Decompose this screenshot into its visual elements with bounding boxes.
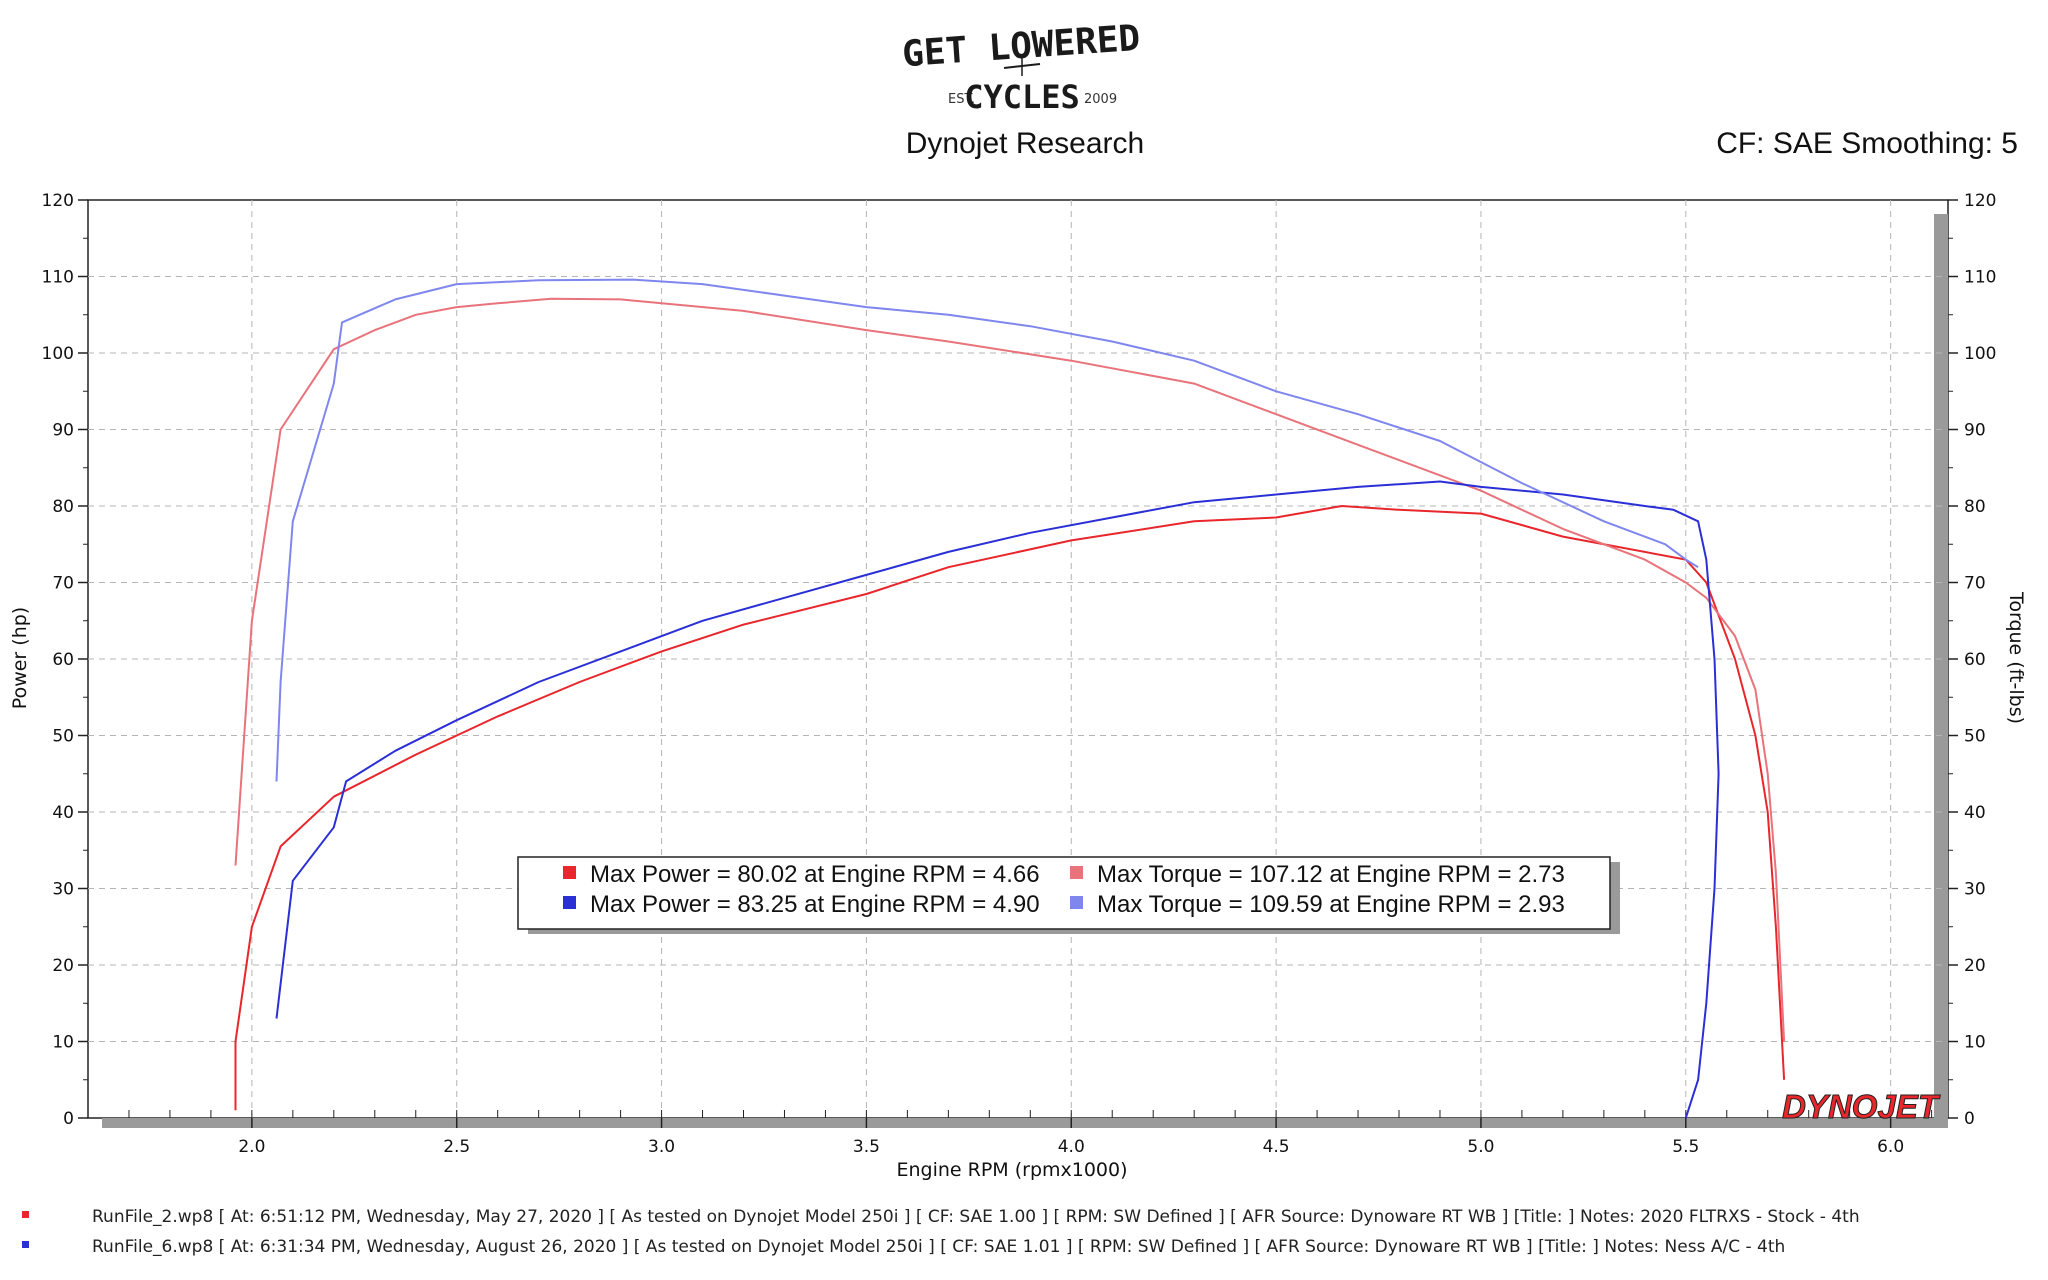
series-line-0 [234,505,1786,1111]
legend-run1-power: Max Power = 80.02 at Engine RPM = 4.66 [590,861,1040,888]
y-tick-label: 120 [42,191,74,211]
x-tick-label: 6.0 [1877,1137,1904,1157]
y2-tick-label: 20 [1964,956,1986,976]
x-tick-label: 5.0 [1467,1137,1494,1157]
logo-est: EST. [948,92,975,107]
y-tick-label: 60 [52,650,74,670]
x-tick-label: 4.0 [1058,1137,1085,1157]
brand-title: Dynojet Research [906,127,1144,160]
plot-area [87,199,1949,1128]
logo-year: 2009 [1084,92,1117,107]
legend-swatch-run2-power [563,896,576,909]
y2-tick-label: 0 [1964,1109,1975,1129]
y-tick-label: 40 [52,803,74,823]
legend-run2-torque: Max Torque = 109.59 at Engine RPM = 2.93 [1097,891,1565,918]
series-line-3 [275,278,1699,782]
y-axis-label: Power (hp) [9,607,31,709]
y-tick-label: 80 [52,497,74,517]
y-tick-label: 100 [42,344,74,364]
legend: Max Power = 80.02 at Engine RPM = 4.66 M… [517,856,1620,934]
y2-tick-label: 100 [1964,344,1996,364]
logo-line2: CYCLES [964,78,1080,116]
y-tick-label: 110 [42,268,74,288]
x-tick-label: 3.0 [648,1137,675,1157]
y2-tick-label: 40 [1964,803,1986,823]
y2-tick-label: 30 [1964,880,1986,900]
legend-swatch-run1-power [563,866,576,879]
y2-tick-label: 70 [1964,574,1986,594]
run1-marker [22,1211,29,1218]
y-tick-label: 20 [52,956,74,976]
y-tick-label: 10 [52,1033,74,1053]
y-tick-label: 50 [52,727,74,747]
y-tick-label: 90 [52,421,74,441]
run2-info: RunFile_6.wp8 [ At: 6:31:34 PM, Wednesda… [92,1237,1786,1257]
series-line-1 [234,297,1786,1042]
y2-tick-label: 90 [1964,421,1986,441]
y-tick-label: 70 [52,574,74,594]
x-tick-label: 2.0 [238,1137,265,1157]
x-tick-label: 2.5 [443,1137,470,1157]
x-tick-label: 4.5 [1263,1137,1290,1157]
y2-tick-label: 50 [1964,727,1986,747]
correction-factor: CF: SAE Smoothing: 5 [1716,127,2018,160]
legend-run1-torque: Max Torque = 107.12 at Engine RPM = 2.73 [1097,861,1565,888]
legend-box [517,856,1611,930]
axes: 0 0 10 10 20 20 30 30 40 40 50 50 60 60 70 70 80 80 90 90 10… [42,191,1997,1157]
y2-axis-label: Torque (ft-lbs) [2005,591,2027,724]
frame-shadow-right [1934,214,1948,1118]
y2-tick-label: 10 [1964,1033,1986,1053]
run2-marker [22,1241,29,1248]
legend-swatch-run1-torque [1070,866,1083,879]
frame-shadow-bottom [102,1118,1948,1128]
run1-info: RunFile_2.wp8 [ At: 6:51:12 PM, Wednesda… [92,1207,1860,1227]
dynojet-logo: DYNOJET [1782,1088,1942,1126]
x-tick-label: 5.5 [1672,1137,1699,1157]
legend-swatch-run2-torque [1070,896,1083,909]
y2-tick-label: 120 [1964,191,1996,211]
y2-tick-label: 110 [1964,268,1996,288]
y2-tick-label: 80 [1964,497,1986,517]
series-lines [234,278,1786,1119]
legend-run2-power: Max Power = 83.25 at Engine RPM = 4.90 [590,891,1040,918]
x-axis-label: Engine RPM (rpmx1000) [896,1159,1127,1181]
y2-tick-label: 60 [1964,650,1986,670]
dynojet-logo-text: DYNOJET [1782,1088,1941,1125]
y-tick-label: 30 [52,880,74,900]
x-tick-label: 3.5 [853,1137,880,1157]
series-line-2 [275,480,1720,1119]
y-tick-label: 0 [63,1109,74,1129]
get-lowered-logo: GET LOWERED EST. CYCLES 2009 [901,18,1142,116]
